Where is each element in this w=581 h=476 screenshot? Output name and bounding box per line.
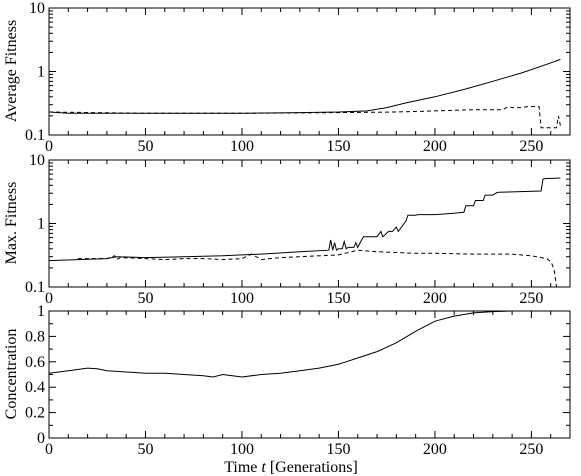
y-tick-label: 0.6 xyxy=(25,354,45,371)
ylabel-concentration: Concentration xyxy=(3,329,20,420)
series-line-dashed xyxy=(77,249,557,288)
y-tick-label: 10 xyxy=(29,0,45,17)
plot-frame-max-fitness xyxy=(48,159,571,288)
plot-frame-concentration xyxy=(48,310,571,439)
panel-max-fitness: 0 50 100 150 200 250 0.1 1 10 xyxy=(25,152,571,307)
x-tick-label: 150 xyxy=(326,290,350,307)
y-tick-label: 0.1 xyxy=(25,279,45,296)
x-tick-label: 150 xyxy=(326,441,350,458)
plot-frame-average-fitness xyxy=(48,7,571,136)
x-tick-label: 50 xyxy=(137,290,153,307)
x-tick-label: 250 xyxy=(519,441,543,458)
y-tick-label: 1 xyxy=(37,303,45,320)
series-line-solid xyxy=(48,177,561,262)
x-tick-label: 100 xyxy=(230,290,254,307)
x-tick-label: 0 xyxy=(45,290,53,307)
y-tick-label: 0.1 xyxy=(25,127,45,144)
x-tick-label: 0 xyxy=(45,441,53,458)
x-tick-label: 250 xyxy=(519,290,543,307)
x-tick-label: 100 xyxy=(230,138,254,155)
x-tick-label: 200 xyxy=(423,138,447,155)
x-tick-label: 200 xyxy=(423,441,447,458)
x-tick-label: 50 xyxy=(137,441,153,458)
series-line-solid xyxy=(48,58,561,114)
series-line-solid xyxy=(48,310,561,378)
panel-average-fitness: 0 50 100 150 200 250 0.1 1 10 xyxy=(25,0,571,155)
y-tick-label: 0.8 xyxy=(25,328,45,345)
y-tick-label: 0 xyxy=(37,430,45,447)
x-tick-label: 100 xyxy=(230,441,254,458)
y-tick-label: 0.4 xyxy=(25,379,45,396)
ylabel-max-fitness: Max. Fitness xyxy=(3,182,20,265)
y-tick-label: 1 xyxy=(37,64,45,81)
x-tick-label: 200 xyxy=(423,290,447,307)
x-tick-label: 0 xyxy=(45,138,53,155)
x-tick-label: 250 xyxy=(519,138,543,155)
series-line-dashed xyxy=(48,106,561,129)
x-tick-label: 150 xyxy=(326,138,350,155)
panel-concentration: 0 50 100 150 200 250 0 0.2 0.4 0.6 0.8 1 xyxy=(25,303,571,458)
y-tick-label: 10 xyxy=(29,152,45,169)
y-tick-label: 1 xyxy=(37,216,45,233)
ylabel-average-fitness: Average Fitness xyxy=(3,20,20,122)
xlabel-time: Time t [Generations] xyxy=(224,459,358,476)
y-tick-label: 0.2 xyxy=(25,405,45,422)
x-tick-label: 50 xyxy=(137,138,153,155)
